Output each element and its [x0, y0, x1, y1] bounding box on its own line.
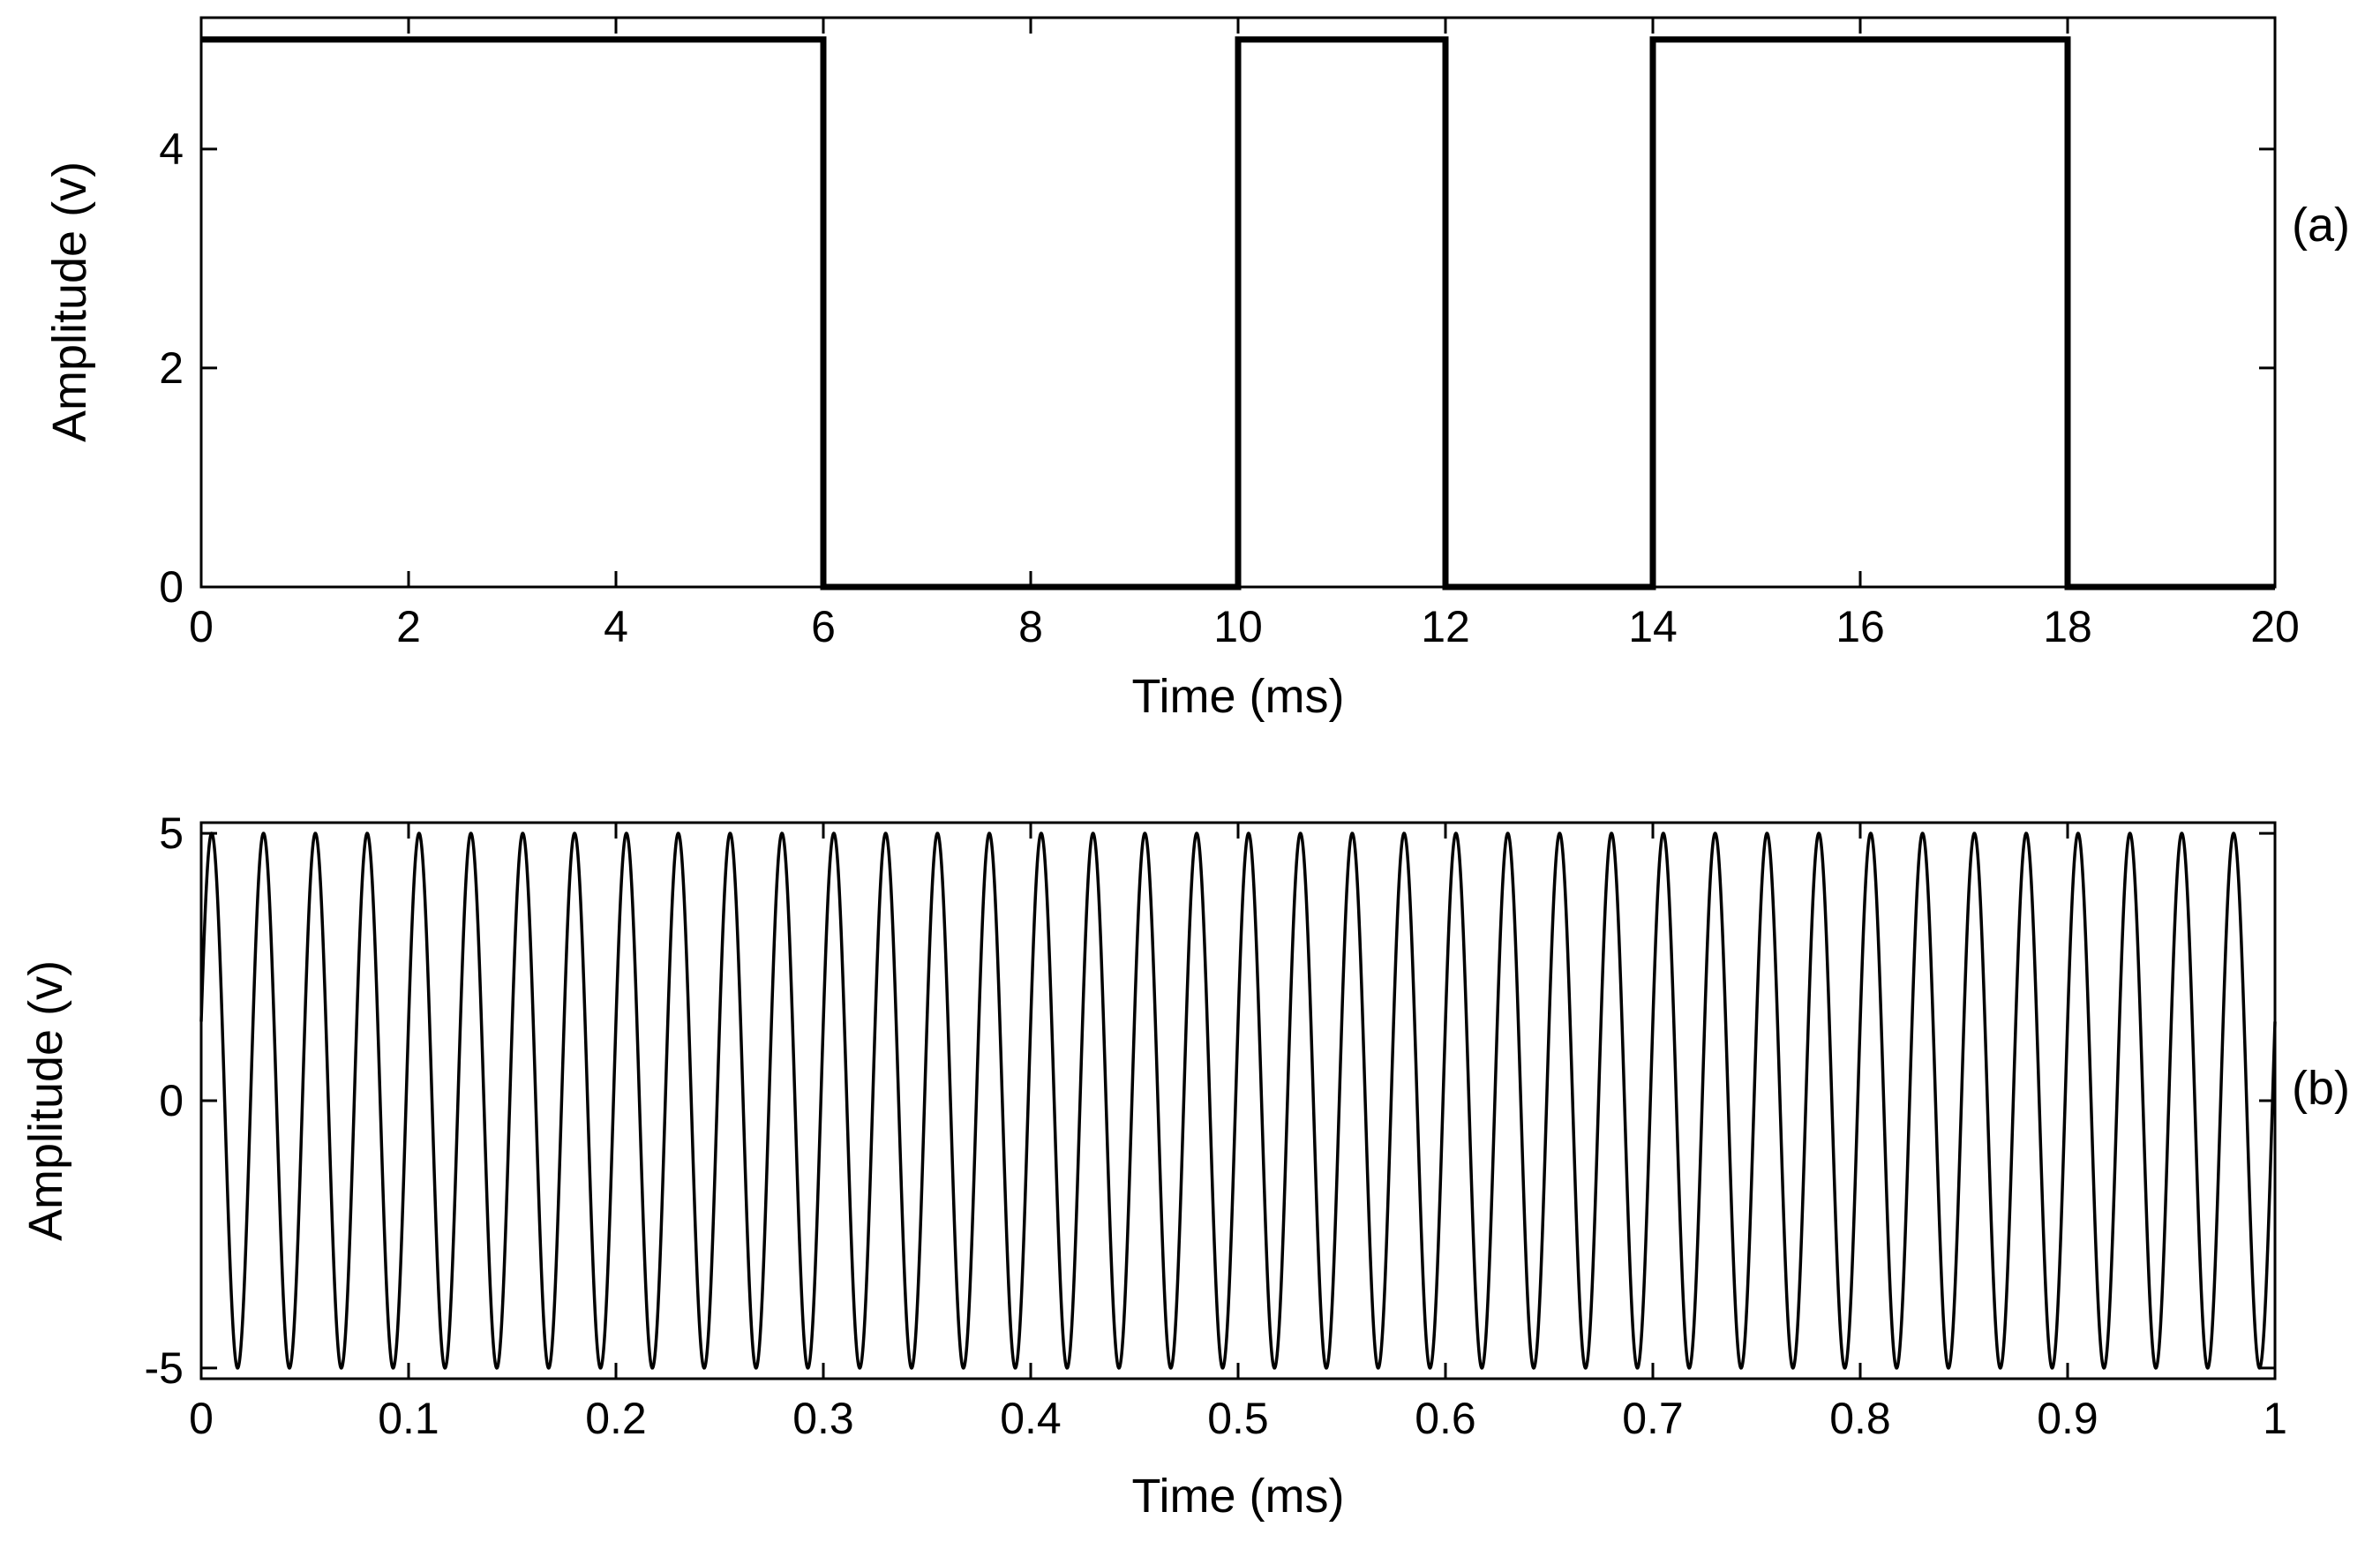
plot-frame-b: [199, 821, 2277, 1380]
sine-carrier-line: [199, 831, 2277, 1370]
x-axis-label-b: Time (ms): [1132, 1470, 1345, 1523]
x-tick-label-b: 0.4: [1000, 1394, 1062, 1443]
y-tick-label-b: 5: [159, 809, 184, 858]
x-tick-label-a: 12: [1421, 602, 1470, 651]
ticks-a: 0 2 4 6 8 10 12 14 16 18 20 0 2 4: [159, 18, 2300, 651]
step-signal-line: [201, 36, 2275, 590]
x-tick-label-b: 0.6: [1415, 1394, 1476, 1443]
x-tick-label-a: 2: [396, 602, 421, 651]
x-tick-label-b: 0: [189, 1394, 214, 1443]
x-tick-label-b: 0.3: [792, 1394, 854, 1443]
panel-label-a: (a): [2292, 199, 2350, 252]
y-tick-label-b: 0: [159, 1076, 184, 1125]
y-tick-label-b: -5: [145, 1343, 184, 1393]
x-tick-label-a: 14: [1628, 602, 1678, 651]
x-tick-label-b: 0.1: [378, 1394, 439, 1443]
y-axis-label-a: Amplitude (v): [43, 162, 96, 442]
step-signal-series: [201, 36, 2275, 590]
panel-label-b: (b): [2292, 1062, 2350, 1115]
y-tick-label-a: 2: [159, 343, 184, 393]
x-tick-label-a: 8: [1018, 602, 1043, 651]
x-tick-label-a: 10: [1213, 602, 1263, 651]
sine-carrier-series: [199, 831, 2277, 1370]
x-tick-label-b: 1: [2263, 1394, 2287, 1443]
x-tick-label-a: 20: [2250, 602, 2300, 651]
chart-panel-b: 0 0.1 0.2 0.3 0.4 0.5 0.6 0.7 0.8 0.9 1-505 Time (…: [19, 809, 2350, 1523]
y-tick-label-a: 4: [159, 124, 184, 174]
x-tick-label-a: 4: [604, 602, 628, 651]
x-tick-label-b: 0.9: [2037, 1394, 2098, 1443]
x-tick-label-a: 18: [2043, 602, 2092, 651]
x-tick-label-b: 0.8: [1829, 1394, 1891, 1443]
x-tick-label-a: 0: [189, 602, 214, 651]
x-tick-label-b: 0.2: [585, 1394, 647, 1443]
chart-panel-a: 0 2 4 6 8 10 12 14 16 18 20 0 2 4 Time (ms) Amplitude…: [43, 16, 2350, 723]
y-tick-label-a: 0: [159, 562, 184, 612]
x-tick-label-a: 16: [1836, 602, 1885, 651]
x-tick-label-b: 0.7: [1622, 1394, 1684, 1443]
y-axis-label-b: Amplitude (v): [19, 960, 72, 1241]
x-tick-label-b: 0.5: [1207, 1394, 1269, 1443]
ticks-b: 0 0.1 0.2 0.3 0.4 0.5 0.6 0.7 0.8 0.9 1-505: [145, 809, 2287, 1443]
x-tick-label-a: 6: [811, 602, 836, 651]
x-axis-label-a: Time (ms): [1132, 670, 1345, 723]
